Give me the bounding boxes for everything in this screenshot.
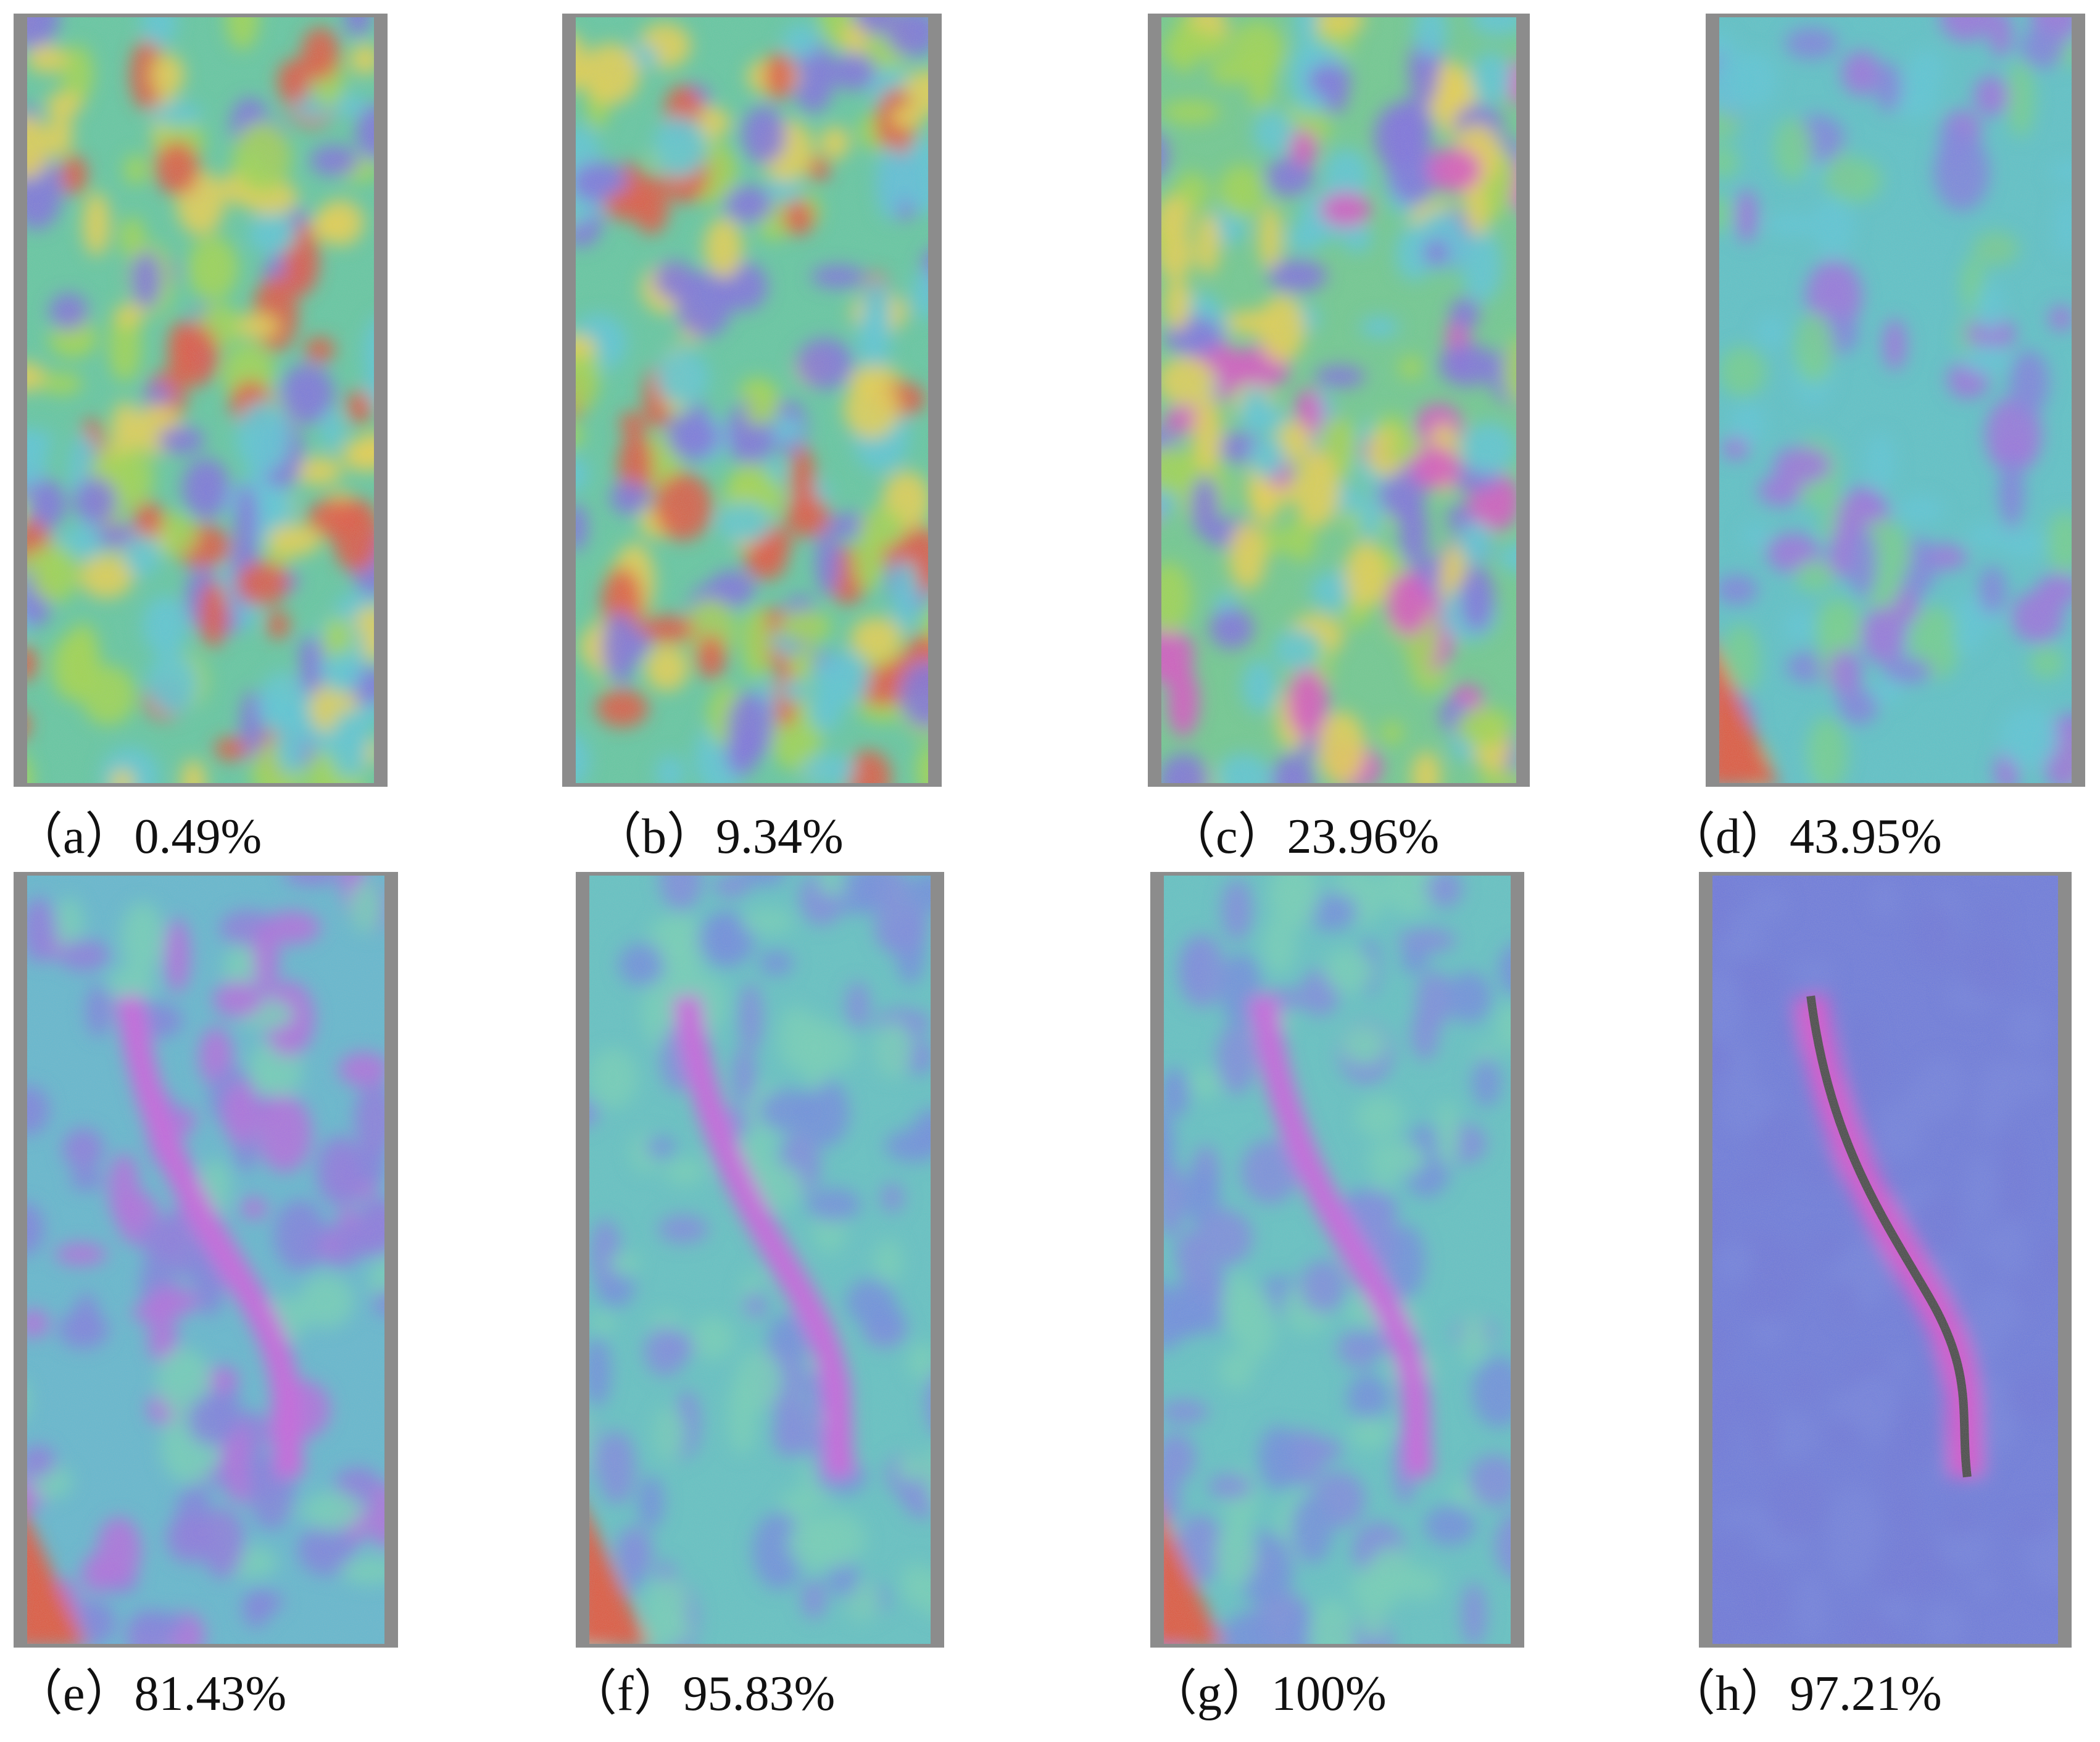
strain-map [1706, 14, 2085, 787]
caption: （h）97.21% [1666, 1667, 1942, 1721]
map-field [1719, 17, 2072, 783]
caption: （f）95.83% [568, 1667, 835, 1721]
strain-map [1148, 14, 1530, 787]
speckle [1712, 876, 2058, 1644]
caption: （c）23.96% [1166, 810, 1439, 864]
map-field [27, 876, 384, 1644]
caption: （b）9.34% [592, 810, 844, 864]
strain-map [14, 14, 388, 787]
map-field [27, 17, 374, 783]
strain-map [1150, 872, 1524, 1648]
speckle [27, 876, 384, 1644]
strain-map [576, 872, 944, 1648]
map-field [1712, 876, 2058, 1644]
caption: （e）81.43% [14, 1667, 286, 1721]
caption: （g）100% [1148, 1667, 1387, 1721]
strain-map [562, 14, 942, 787]
speckle [1719, 17, 2072, 783]
strain-map [1699, 872, 2072, 1648]
speckle [576, 17, 928, 783]
caption: （d）43.95% [1666, 810, 1942, 864]
map-field [1164, 876, 1511, 1644]
map-field [1161, 17, 1516, 783]
map-field [589, 876, 931, 1644]
caption: （a）0.49% [14, 810, 262, 864]
speckle [1161, 17, 1516, 783]
strain-map [14, 872, 398, 1648]
speckle [589, 876, 931, 1644]
speckle [1164, 876, 1511, 1644]
map-field [576, 17, 928, 783]
speckle [27, 17, 374, 783]
